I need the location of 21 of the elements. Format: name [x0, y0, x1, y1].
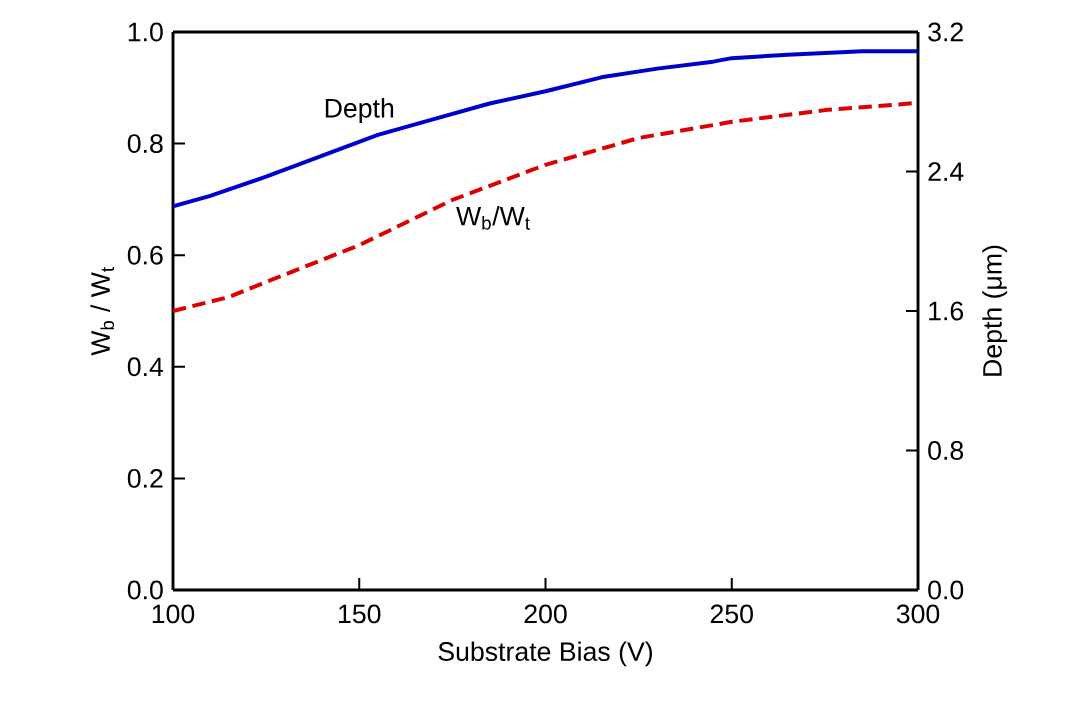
x-tick-label: 300 — [896, 604, 940, 624]
y-tick-label: 0.4 — [127, 357, 164, 377]
series-label: Depth — [325, 98, 394, 123]
series-label: W$_{b}$/W$_{t}$ — [456, 206, 530, 230]
y-tick-label: 1.0 — [128, 22, 163, 42]
y-tick-label: 0.8 — [127, 134, 163, 154]
x-tick-label: 150 — [339, 604, 381, 624]
y2-tick-label: 1.6 — [929, 301, 964, 321]
y2-tick-label: 0.8 — [928, 441, 964, 460]
x-tick-label: 200 — [524, 604, 567, 624]
x-axis-title: Substrate Bias (V) — [438, 641, 653, 667]
y-axis-title: W$_{b}$ / W$_{t}$ — [90, 267, 115, 356]
y-tick-label: 0.0 — [127, 580, 163, 600]
y-tick-label: 0.6 — [127, 245, 163, 265]
y2-tick-label: 0.0 — [928, 580, 964, 600]
y2-tick-label: 3.2 — [928, 22, 963, 42]
y2-tick-label: 2.4 — [928, 162, 964, 181]
y-tick-label: 0.2 — [127, 468, 163, 488]
x-tick-label: 250 — [710, 604, 753, 624]
x-tick-label: 100 — [152, 604, 195, 624]
y2-axis-title: Depth (μm) — [982, 245, 1008, 376]
